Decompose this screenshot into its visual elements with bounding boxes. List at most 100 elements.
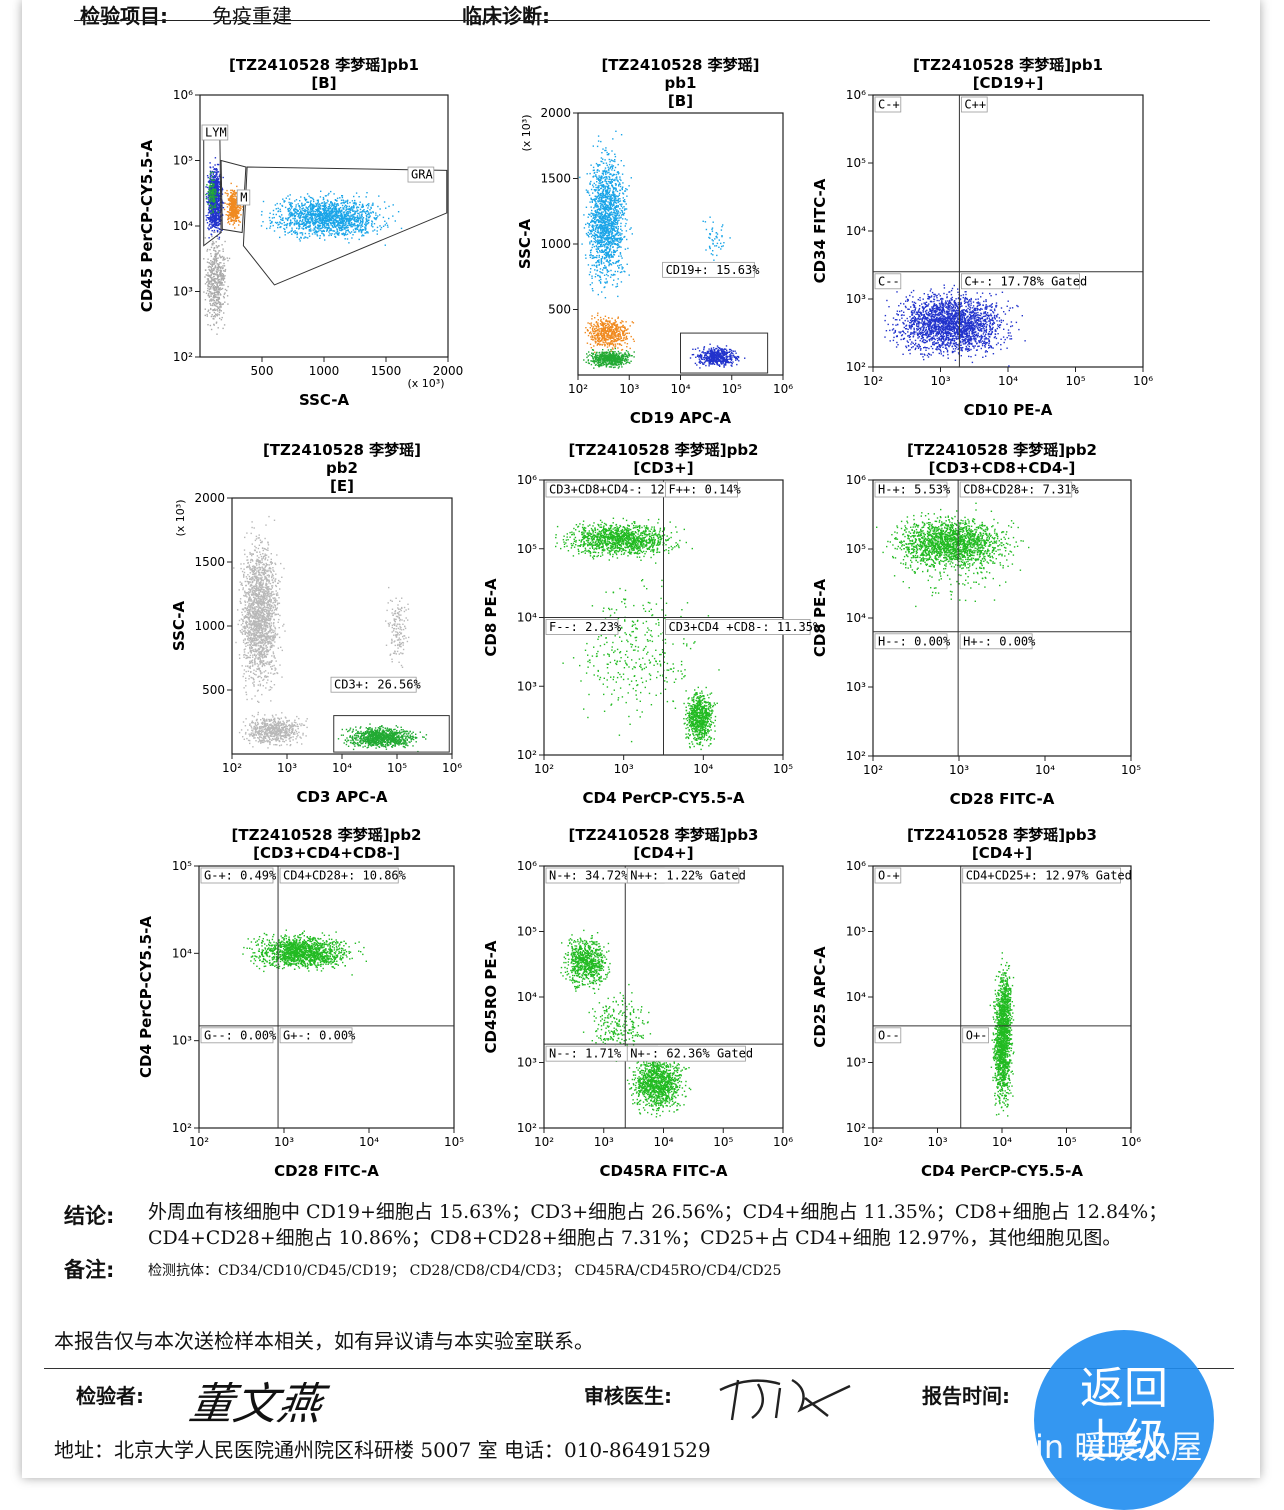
data-point — [208, 177, 209, 178]
data-point — [602, 256, 603, 257]
data-point — [225, 289, 226, 290]
data-point — [215, 198, 216, 199]
data-point — [597, 146, 598, 147]
data-point — [609, 183, 610, 184]
data-point — [300, 220, 301, 221]
data-point — [231, 221, 232, 222]
data-point — [318, 209, 319, 210]
data-point — [299, 238, 300, 239]
data-point — [218, 268, 219, 269]
data-point — [608, 153, 609, 154]
data-point — [345, 238, 346, 239]
data-point — [603, 174, 604, 175]
data-point — [295, 206, 296, 207]
data-point — [615, 319, 616, 320]
data-point — [215, 203, 216, 204]
data-point — [306, 228, 307, 229]
data-point — [620, 234, 621, 235]
data-point — [205, 269, 206, 270]
data-point — [615, 156, 616, 157]
data-point — [597, 275, 598, 276]
data-point — [206, 314, 207, 315]
data-point — [598, 246, 599, 247]
data-point — [383, 226, 384, 227]
data-point — [605, 224, 606, 225]
data-point — [213, 303, 214, 304]
data-point — [600, 216, 601, 217]
data-point — [602, 236, 603, 237]
data-point — [370, 215, 371, 216]
data-point — [215, 189, 216, 190]
data-point — [307, 237, 308, 238]
data-point — [341, 229, 342, 230]
data-point — [216, 261, 217, 262]
data-point — [341, 227, 342, 228]
data-point — [597, 235, 598, 236]
data-point — [609, 248, 610, 249]
data-point — [353, 206, 354, 207]
x-tick-label: 1500 — [371, 364, 402, 378]
data-point — [601, 212, 602, 213]
data-point — [596, 181, 597, 182]
data-point — [586, 189, 587, 190]
data-point — [213, 248, 214, 249]
data-point — [291, 230, 292, 231]
data-point — [216, 284, 217, 285]
data-point — [218, 238, 219, 239]
data-point — [607, 260, 608, 261]
data-point — [368, 222, 369, 223]
data-point — [217, 187, 218, 188]
data-point — [217, 285, 218, 286]
data-point — [619, 195, 620, 196]
data-point — [314, 229, 315, 230]
data-point — [207, 315, 208, 316]
data-point — [601, 152, 602, 153]
data-point — [302, 224, 303, 225]
data-point — [625, 208, 626, 209]
data-point — [337, 216, 338, 217]
data-point — [218, 189, 219, 190]
data-point — [213, 192, 214, 193]
data-point — [602, 197, 603, 198]
data-point — [610, 270, 611, 271]
data-point — [606, 253, 607, 254]
data-point — [217, 222, 218, 223]
data-point — [228, 221, 229, 222]
data-point — [261, 211, 262, 212]
data-point — [597, 270, 598, 271]
data-point — [325, 212, 326, 213]
data-point — [209, 189, 210, 190]
data-point — [362, 229, 363, 230]
data-point — [318, 226, 319, 227]
data-point — [210, 253, 211, 254]
data-point — [299, 200, 300, 201]
data-point — [272, 217, 273, 218]
data-point — [282, 220, 283, 221]
data-point — [309, 229, 310, 230]
data-point — [223, 177, 224, 178]
x-tick-label: 1000 — [309, 364, 340, 378]
data-point — [213, 224, 214, 225]
data-point — [306, 210, 307, 211]
data-point — [217, 257, 218, 258]
data-point — [229, 223, 230, 224]
data-point — [323, 205, 324, 206]
data-point — [618, 260, 619, 261]
data-point — [596, 226, 597, 227]
data-point — [316, 219, 317, 220]
data-point — [592, 288, 593, 289]
data-point — [286, 225, 287, 226]
data-point — [216, 174, 217, 175]
data-point — [215, 260, 216, 261]
data-point — [601, 215, 602, 216]
data-point — [298, 203, 299, 204]
data-point — [614, 240, 615, 241]
data-point — [613, 220, 614, 221]
data-point — [617, 244, 618, 245]
data-point — [358, 220, 359, 221]
data-point — [303, 210, 304, 211]
data-point — [318, 213, 319, 214]
data-point — [296, 232, 297, 233]
data-point — [609, 232, 610, 233]
data-point — [217, 200, 218, 201]
